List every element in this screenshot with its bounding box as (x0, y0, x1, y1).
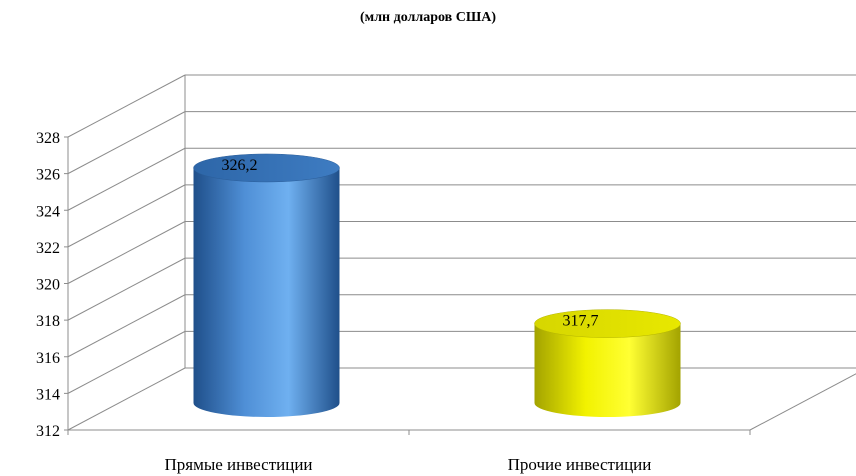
gridline-diagonal (67, 257, 186, 321)
x-category-label: Прочие инвестиции (508, 455, 652, 474)
bar-1 (193, 153, 340, 417)
y-tick-label: 314 (36, 386, 60, 403)
gridline-diagonal (67, 111, 186, 175)
data-label: 326,2 (222, 157, 258, 174)
bar-top (534, 309, 681, 338)
data-label: 317,7 (563, 313, 599, 330)
bar-body (193, 167, 340, 417)
bar-2 (534, 309, 681, 417)
gridline-diagonal (67, 74, 186, 138)
bar-body (534, 323, 681, 417)
gridline-diagonal (67, 294, 186, 358)
y-tick-label: 312 (36, 423, 60, 440)
y-tick-label: 324 (36, 203, 60, 220)
y-tick-label: 318 (36, 313, 60, 330)
y-tick-label: 328 (36, 130, 60, 147)
y-tick-label: 326 (36, 167, 60, 184)
gridline-diagonal (67, 147, 186, 211)
floor-edge (749, 373, 856, 431)
y-tick-label: 322 (36, 240, 60, 257)
gridline-diagonal (67, 367, 186, 431)
y-tick-label: 316 (36, 350, 60, 367)
chart-title: (млн долларов США) (360, 10, 496, 25)
y-tick-label: 320 (36, 277, 60, 294)
gridline-diagonal (67, 221, 186, 284)
gridline-diagonal (67, 330, 186, 394)
x-category-label: Прямые инвестиции (164, 455, 312, 474)
gridline-diagonal (67, 184, 186, 248)
bar-top (193, 153, 340, 183)
